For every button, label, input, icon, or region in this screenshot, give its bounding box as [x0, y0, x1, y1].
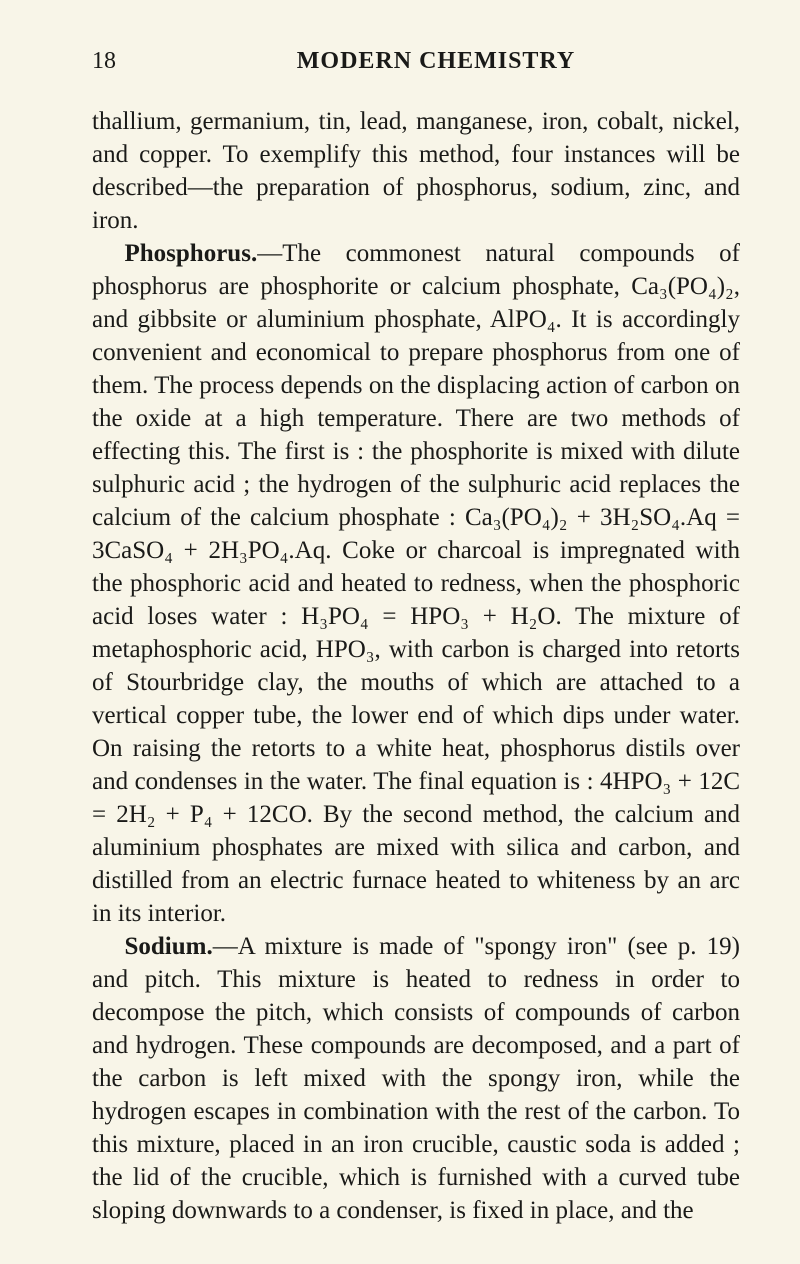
paragraph-3: Sodium.—A mixture is made of "spongy iro… — [92, 930, 740, 1227]
paragraph-1: thallium, germanium, tin, lead, manganes… — [92, 105, 740, 237]
paragraph-2-body: —The commonest natural compounds of phos… — [92, 240, 740, 927]
paragraph-3-body: —A mixture is made of "spongy iron" (see… — [92, 933, 740, 1224]
section-lead-phosphorus: Phosphorus. — [125, 240, 258, 267]
running-title: MODERN CHEMISTRY — [132, 48, 740, 75]
page-body: thallium, germanium, tin, lead, manganes… — [92, 105, 740, 1227]
paragraph-2: Phosphorus.—The commonest natural compou… — [92, 237, 740, 930]
page-header: 18 MODERN CHEMISTRY — [92, 48, 740, 75]
section-lead-sodium: Sodium. — [125, 933, 213, 960]
